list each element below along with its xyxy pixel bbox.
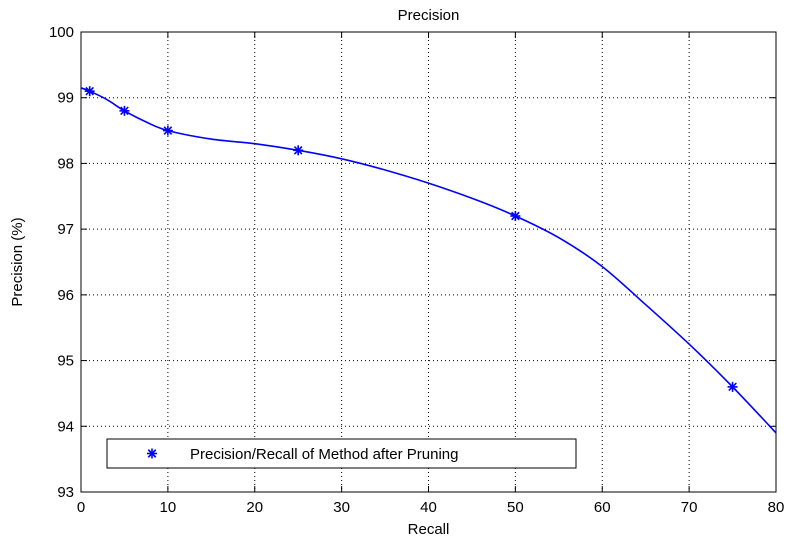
legend-marker [147, 448, 157, 459]
legend: Precision/Recall of Method after Pruning [106, 438, 577, 469]
tick-layer: 0 10 20 30 40 50 60 70 80 93 94 95 96 97 98 99 100 [49, 24, 784, 516]
x-tick-label: 80 [768, 499, 785, 516]
y-tick-label: 100 [49, 24, 74, 41]
x-tick-label: 50 [507, 499, 524, 516]
x-tick-label: 70 [681, 499, 698, 516]
y-tick-label: 99 [57, 90, 74, 107]
legend-box [106, 438, 577, 469]
chart-title: Precision [398, 7, 460, 24]
data-point-marker [293, 145, 304, 156]
y-tick-label: 96 [57, 287, 74, 304]
x-tick-label: 10 [160, 499, 177, 516]
y-axis-label: Precision (%) [9, 217, 26, 306]
y-tick-label: 95 [57, 353, 74, 370]
data-point-marker [84, 86, 95, 97]
x-tick-label: 40 [420, 499, 437, 516]
data-point-marker [119, 105, 130, 116]
y-tick-label: 97 [57, 221, 74, 238]
series-layer [80, 86, 777, 434]
x-axis-label: Recall [408, 521, 450, 538]
legend-label: Precision/Recall of Method after Pruning [190, 446, 458, 463]
legend-marker-icon [147, 448, 157, 459]
data-point-marker [162, 125, 173, 136]
data-point-marker [727, 381, 738, 392]
y-tick-label: 93 [57, 484, 74, 501]
data-point-marker [510, 211, 521, 221]
x-tick-label: 60 [594, 499, 611, 516]
x-tick-label: 30 [333, 499, 350, 516]
grid-layer [81, 32, 776, 492]
y-tick-label: 98 [57, 155, 74, 172]
x-tick-label: 0 [77, 499, 85, 516]
y-tick-label: 94 [57, 418, 74, 435]
x-tick-label: 20 [246, 499, 263, 516]
